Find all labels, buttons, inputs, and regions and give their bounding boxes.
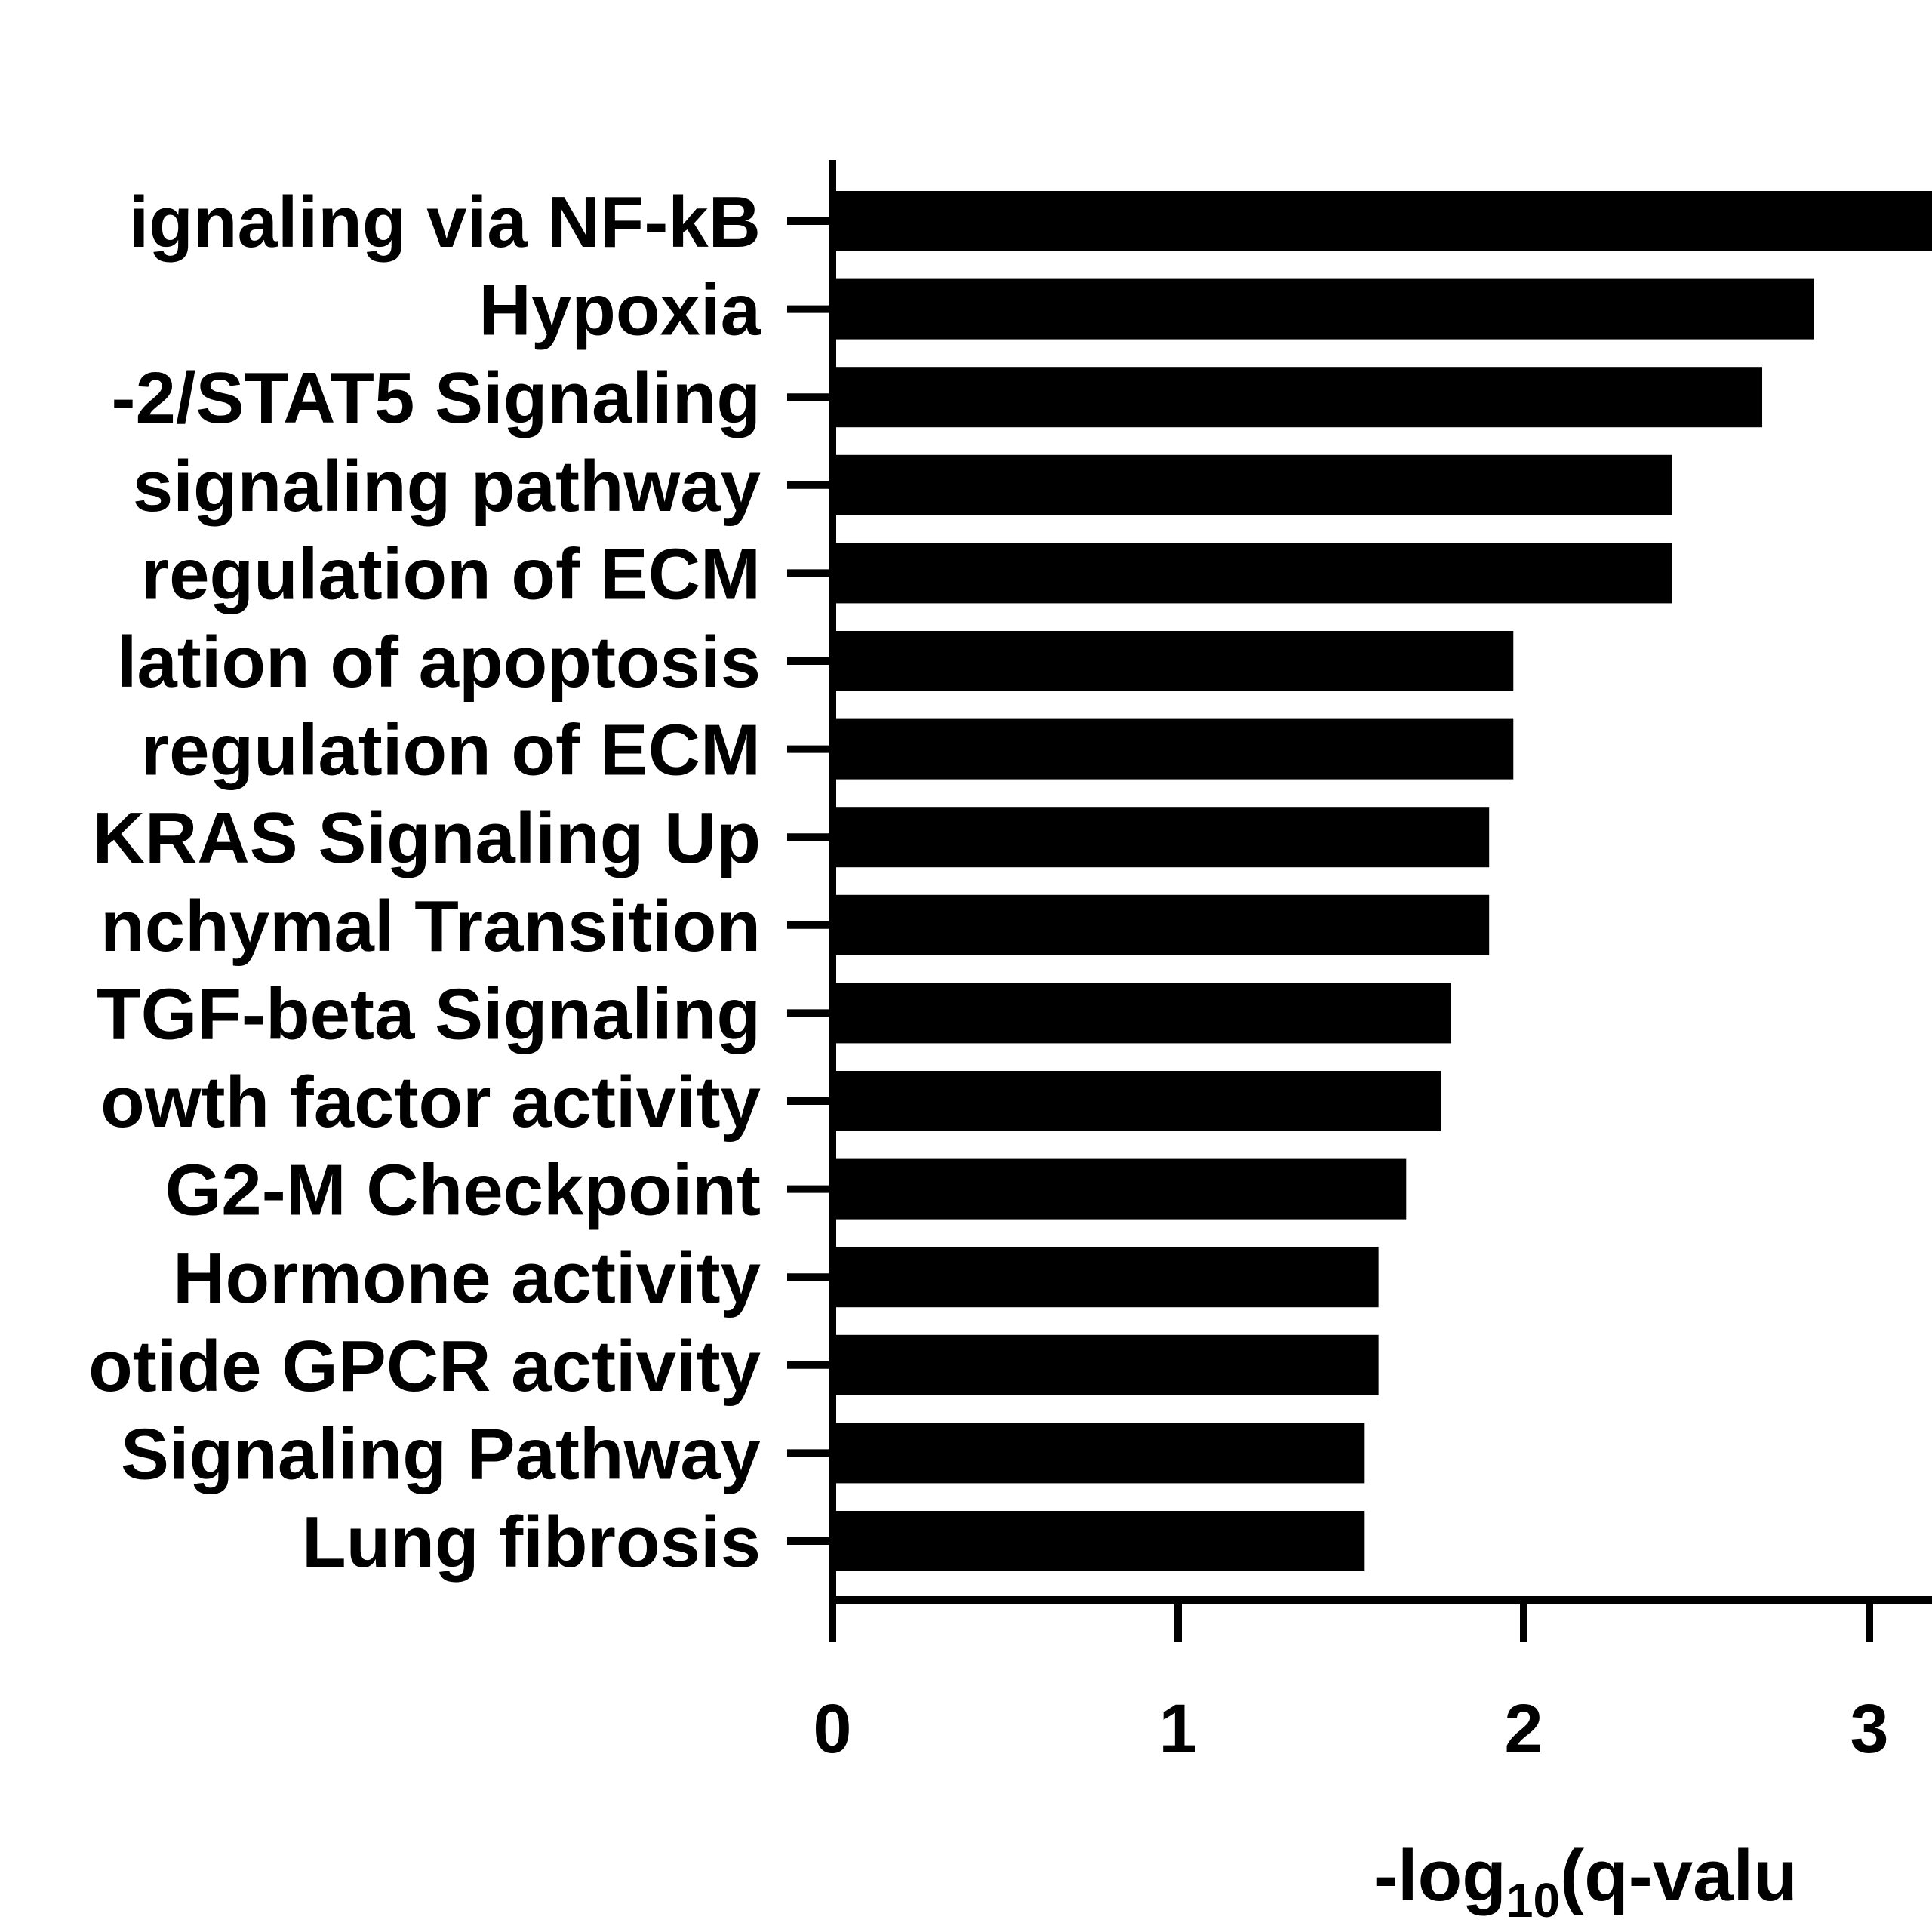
category-label: TGF-beta Signaling — [97, 974, 761, 1054]
bar — [832, 894, 1490, 955]
bar — [832, 454, 1672, 515]
bar — [832, 1511, 1365, 1571]
x-tick-label: 1 — [1158, 1690, 1197, 1767]
bar — [832, 631, 1514, 691]
category-label: Hormone activity — [173, 1238, 761, 1318]
category-label: owth factor activity — [100, 1062, 761, 1143]
category-label: lation of apoptosis — [117, 622, 761, 703]
category-label: ignaling via NF-kB — [129, 182, 761, 263]
category-label: Hypoxia — [479, 270, 761, 351]
bar — [832, 278, 1814, 340]
bar — [832, 543, 1672, 604]
category-label: Lung fibrosis — [302, 1502, 761, 1583]
bar — [832, 1334, 1379, 1395]
bar — [832, 1423, 1365, 1484]
bar — [832, 1071, 1441, 1131]
bar — [832, 807, 1490, 868]
category-label: -2/STAT5 Signaling — [112, 358, 761, 438]
bar — [832, 1158, 1407, 1220]
x-axis-title-suffix: (q-valu — [1560, 1835, 1798, 1916]
category-label: Signaling Pathway — [121, 1414, 761, 1494]
x-axis-title-prefix: -log — [1374, 1835, 1506, 1916]
bar — [832, 191, 1932, 251]
category-label: nchymal Transition — [100, 886, 761, 967]
category-label: regulation of ECM — [141, 710, 761, 791]
bar — [832, 718, 1514, 780]
bar — [832, 983, 1451, 1044]
x-tick-label: 2 — [1504, 1690, 1543, 1767]
x-tick-label: 0 — [813, 1690, 851, 1767]
category-label: signaling pathway — [133, 446, 761, 527]
category-label: G2-M Checkpoint — [165, 1150, 761, 1231]
x-axis-title-subscript: 10 — [1506, 1873, 1560, 1927]
bar — [832, 367, 1763, 428]
x-tick-label: 3 — [1850, 1690, 1888, 1767]
category-label: otide GPCR activity — [88, 1326, 761, 1407]
bars-layer — [832, 191, 1932, 1571]
category-label: regulation of ECM — [141, 534, 761, 614]
x-axis-title: -log10(q-valu — [1374, 1835, 1798, 1927]
axes-layer — [787, 160, 1932, 1642]
category-label: KRAS Signaling Up — [93, 798, 761, 878]
bar — [832, 1247, 1379, 1308]
